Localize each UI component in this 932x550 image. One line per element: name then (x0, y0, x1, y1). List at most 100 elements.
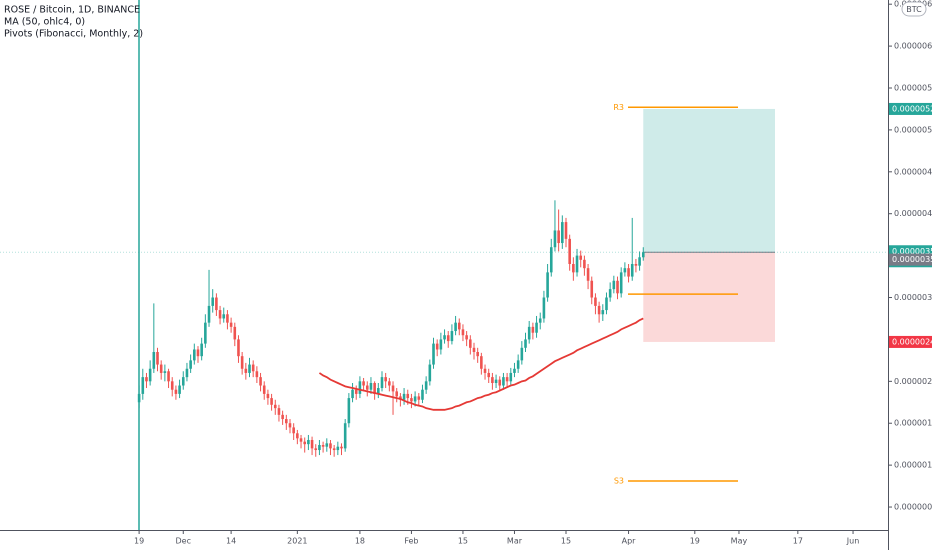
axes: 0.00000050 0.00000100 0.00000150 0.00000200… (134, 0, 932, 546)
candle-body (281, 414, 284, 420)
candle-body (634, 263, 638, 266)
candle-body (329, 443, 332, 449)
candle-body (583, 259, 586, 269)
x-tick-label: Jun (846, 537, 860, 546)
candle-body (233, 326, 237, 340)
candle-body (314, 448, 318, 451)
candle-body (454, 322, 457, 332)
candle-body (527, 326, 531, 340)
candle-body (553, 230, 557, 248)
candle-body (549, 247, 553, 273)
candle-body (516, 360, 520, 369)
candle-body (476, 351, 479, 357)
candle-body (391, 385, 395, 392)
candle-body (597, 305, 601, 315)
candle-body (428, 364, 432, 382)
candle-body (542, 297, 546, 319)
candle-body (535, 322, 538, 333)
pivot-label: R3 (613, 103, 624, 112)
candle-body (251, 364, 255, 372)
candle-body (358, 381, 362, 394)
candle-body (373, 383, 376, 394)
candle-body (145, 377, 148, 382)
candle-body (502, 377, 505, 386)
stop-zone (643, 252, 775, 342)
price-tag-label: 0.00000247 (892, 337, 932, 346)
candle-body (450, 331, 454, 342)
candle-body (244, 368, 248, 373)
candle-body (288, 423, 292, 428)
x-tick-label: 19 (690, 537, 700, 546)
candle-body (546, 272, 549, 298)
candle-body (641, 252, 645, 258)
candle-body (594, 297, 597, 306)
candle-body (395, 391, 399, 397)
candle-body (605, 297, 608, 311)
candle-body (351, 389, 354, 399)
candle-body (332, 448, 336, 451)
x-tick-label: Mar (507, 537, 523, 546)
candle-body (229, 322, 233, 327)
candle-body (185, 368, 189, 378)
candle-body (494, 379, 498, 384)
candle-body (292, 427, 295, 434)
pivot-label: S3 (614, 477, 624, 486)
candle-body (410, 398, 413, 402)
chart-title: ROSE / Bitcoin, 1D, BINANCE (4, 5, 140, 16)
candle-body (321, 445, 325, 447)
candle-body (193, 349, 196, 361)
candle-body (612, 280, 616, 290)
candle-body (141, 377, 145, 394)
x-tick-label: 17 (793, 537, 803, 546)
target-zone (643, 108, 775, 253)
price-tag (889, 102, 932, 115)
candle-body (513, 368, 516, 373)
candle-body (439, 339, 443, 350)
y-tick-label: 0.00000600 (894, 42, 932, 51)
candle-body (421, 389, 424, 400)
candle-body (627, 268, 630, 277)
candle-body (255, 371, 259, 378)
candle-body (457, 322, 461, 330)
x-tick-label: Dec (176, 537, 191, 546)
candle-body (575, 255, 579, 273)
y-tick-label: 0.00000150 (894, 419, 932, 428)
candle-body (402, 393, 406, 400)
candle-body (619, 272, 623, 294)
candle-body (638, 257, 641, 266)
candle-body (531, 326, 535, 333)
candle-body (163, 371, 167, 373)
price-tag (889, 253, 932, 266)
candle-body (318, 445, 321, 451)
candle-body (174, 389, 178, 394)
candle-body (178, 385, 181, 394)
candle-body (424, 381, 428, 390)
currency-badge[interactable] (901, 1, 927, 17)
candle-body (483, 368, 487, 373)
candle-body (377, 388, 380, 394)
indicator-label: MA (50, ohlc4, 0) (4, 17, 85, 28)
candle-body (277, 408, 281, 415)
x-tick-label: 14 (226, 537, 236, 546)
candle-body (623, 268, 627, 273)
candle-body (524, 339, 527, 348)
candle-body (564, 222, 568, 239)
candle-body (218, 310, 222, 319)
candle-body (505, 377, 509, 382)
candle-body (204, 322, 207, 344)
y-tick-label: 0.00000050 (894, 503, 932, 512)
plot: R3 S3 (137, 103, 738, 486)
y-tick-label: 0.00000200 (894, 377, 932, 386)
y-tick-label: 0.00000100 (894, 461, 932, 470)
y-tick-label: 0.00000300 (894, 293, 932, 302)
candle-body (137, 393, 141, 403)
x-tick-label: May (731, 537, 748, 546)
candle-body (266, 393, 270, 399)
candle-body (579, 255, 583, 260)
indicator-label: Pivots (Fibonacci, Monthly, 2) (4, 29, 143, 40)
candle-body (413, 396, 417, 402)
candle-body (211, 297, 215, 306)
position-tool (0, 108, 888, 342)
candle-body (307, 439, 310, 445)
